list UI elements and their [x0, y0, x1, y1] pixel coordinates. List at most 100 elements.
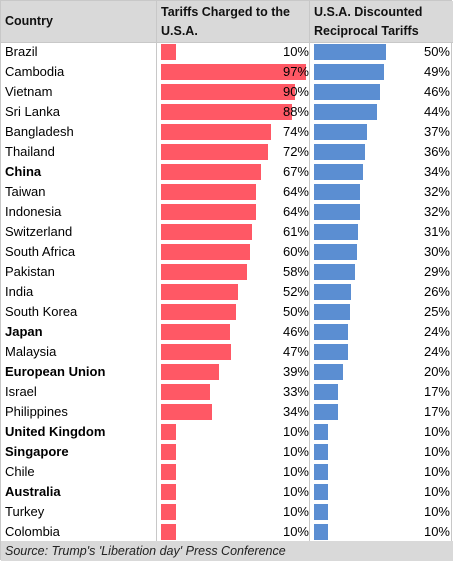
discounted-tariff-bar: [314, 304, 350, 320]
discounted-tariff-value: 10%: [423, 484, 450, 499]
tariff-charged-value: 60%: [282, 244, 309, 259]
discounted-tariff-value: 31%: [423, 224, 450, 239]
discounted-tariff-bar: [314, 284, 352, 300]
tariff-charged-bar: [161, 104, 293, 120]
discounted-tariff-value: 29%: [423, 264, 450, 279]
discounted-tariff-bar: [314, 164, 363, 180]
tariff-charged-value: 10%: [282, 444, 309, 459]
header-tariffs-charged: Tariffs Charged to the U.S.A.: [157, 1, 309, 42]
tariff-charged-bar: [161, 224, 252, 240]
tariff-charged-bar: [161, 124, 272, 140]
discounted-tariff-value: 44%: [423, 104, 450, 119]
header-divider: [1, 42, 453, 43]
discounted-tariff-bar: [314, 44, 386, 60]
discounted-tariff-value: 37%: [423, 124, 450, 139]
discounted-tariff-bar: [314, 204, 360, 220]
country-label: Pakistan: [5, 264, 55, 279]
tariff-charged-value: 58%: [282, 264, 309, 279]
tariff-charged-bar: [161, 324, 230, 340]
tariff-charged-value: 10%: [282, 504, 309, 519]
table-row: India 52% 26%: [1, 282, 453, 302]
tariff-charged-value: 64%: [282, 204, 309, 219]
discounted-tariff-value: 46%: [423, 84, 450, 99]
table-row: Turkey 10% 10%: [1, 502, 453, 522]
discounted-tariff-value: 17%: [423, 384, 450, 399]
tariff-charged-value: 52%: [282, 284, 309, 299]
tariff-charged-value: 10%: [282, 524, 309, 539]
table-row: South Africa 60% 30%: [1, 242, 453, 262]
tariff-charged-bar: [161, 64, 306, 80]
tariff-charged-bar: [161, 424, 176, 440]
discounted-tariff-value: 24%: [423, 344, 450, 359]
discounted-tariff-bar: [314, 244, 357, 260]
tariff-charged-value: 10%: [282, 44, 309, 59]
tariff-charged-value: 88%: [282, 104, 309, 119]
tariff-charged-bar: [161, 164, 261, 180]
discounted-tariff-value: 32%: [423, 204, 450, 219]
discounted-tariff-value: 49%: [423, 64, 450, 79]
discounted-tariff-bar: [314, 344, 349, 360]
discounted-tariff-bar: [314, 184, 360, 200]
tariff-charged-bar: [161, 44, 176, 60]
tariff-charged-bar: [161, 344, 232, 360]
tariff-charged-value: 33%: [282, 384, 309, 399]
discounted-tariff-value: 10%: [423, 444, 450, 459]
tariff-charged-value: 72%: [282, 144, 309, 159]
discounted-tariff-bar: [314, 84, 380, 100]
tariff-charged-value: 74%: [282, 124, 309, 139]
tariff-charged-value: 67%: [282, 164, 309, 179]
discounted-tariff-bar: [314, 464, 329, 480]
table-row: Singapore 10% 10%: [1, 442, 453, 462]
header-country: Country: [1, 1, 156, 42]
country-label: India: [5, 284, 34, 299]
country-label: Cambodia: [5, 64, 65, 79]
table-row: European Union 39% 20%: [1, 362, 453, 382]
discounted-tariff-value: 10%: [423, 424, 450, 439]
tariff-charged-bar: [161, 184, 257, 200]
country-label: Indonesia: [5, 204, 62, 219]
header-discounted-tariffs: U.S.A. Discounted Reciprocal Tariffs: [310, 1, 453, 42]
tariff-charged-bar: [161, 384, 211, 400]
tariff-charged-value: 47%: [282, 344, 309, 359]
table-row: Switzerland 61% 31%: [1, 222, 453, 242]
discounted-tariff-value: 20%: [423, 364, 450, 379]
table-row: Chile 10% 10%: [1, 462, 453, 482]
tariff-charged-value: 50%: [282, 304, 309, 319]
table-row: Japan 46% 24%: [1, 322, 453, 342]
country-label: Thailand: [5, 144, 55, 159]
country-label: South Africa: [5, 244, 76, 259]
discounted-tariff-bar: [314, 504, 329, 520]
discounted-tariff-value: 36%: [423, 144, 450, 159]
tariff-charged-value: 64%: [282, 184, 309, 199]
column-divider-1: [156, 1, 157, 541]
table-row: Taiwan 64% 32%: [1, 182, 453, 202]
country-label: Taiwan: [5, 184, 46, 199]
discounted-tariff-value: 30%: [423, 244, 450, 259]
discounted-tariff-value: 26%: [423, 284, 450, 299]
tariff-charged-value: 10%: [282, 464, 309, 479]
table-row: United Kingdom 10% 10%: [1, 422, 453, 442]
discounted-tariff-bar: [314, 64, 385, 80]
discounted-tariff-bar: [314, 384, 339, 400]
tariff-charged-bar: [161, 244, 251, 260]
discounted-tariff-value: 34%: [423, 164, 450, 179]
table-row: Cambodia 97% 49%: [1, 62, 453, 82]
discounted-tariff-value: 10%: [423, 524, 450, 539]
discounted-tariff-bar: [314, 144, 366, 160]
tariff-charged-bar: [161, 364, 220, 380]
tariff-charged-bar: [161, 284, 239, 300]
country-label: Japan: [5, 324, 43, 339]
table-row: Bangladesh 74% 37%: [1, 122, 453, 142]
table-row: Australia 10% 10%: [1, 482, 453, 502]
table-row: Israel 33% 17%: [1, 382, 453, 402]
table-row: Vietnam 90% 46%: [1, 82, 453, 102]
country-label: Switzerland: [5, 224, 73, 239]
table-row: South Korea 50% 25%: [1, 302, 453, 322]
table-row: Colombia 10% 10%: [1, 522, 453, 542]
discounted-tariff-value: 24%: [423, 324, 450, 339]
country-label: Singapore: [5, 444, 69, 459]
discounted-tariff-value: 10%: [423, 464, 450, 479]
country-label: Australia: [5, 484, 61, 499]
tariff-charged-bar: [161, 524, 176, 540]
